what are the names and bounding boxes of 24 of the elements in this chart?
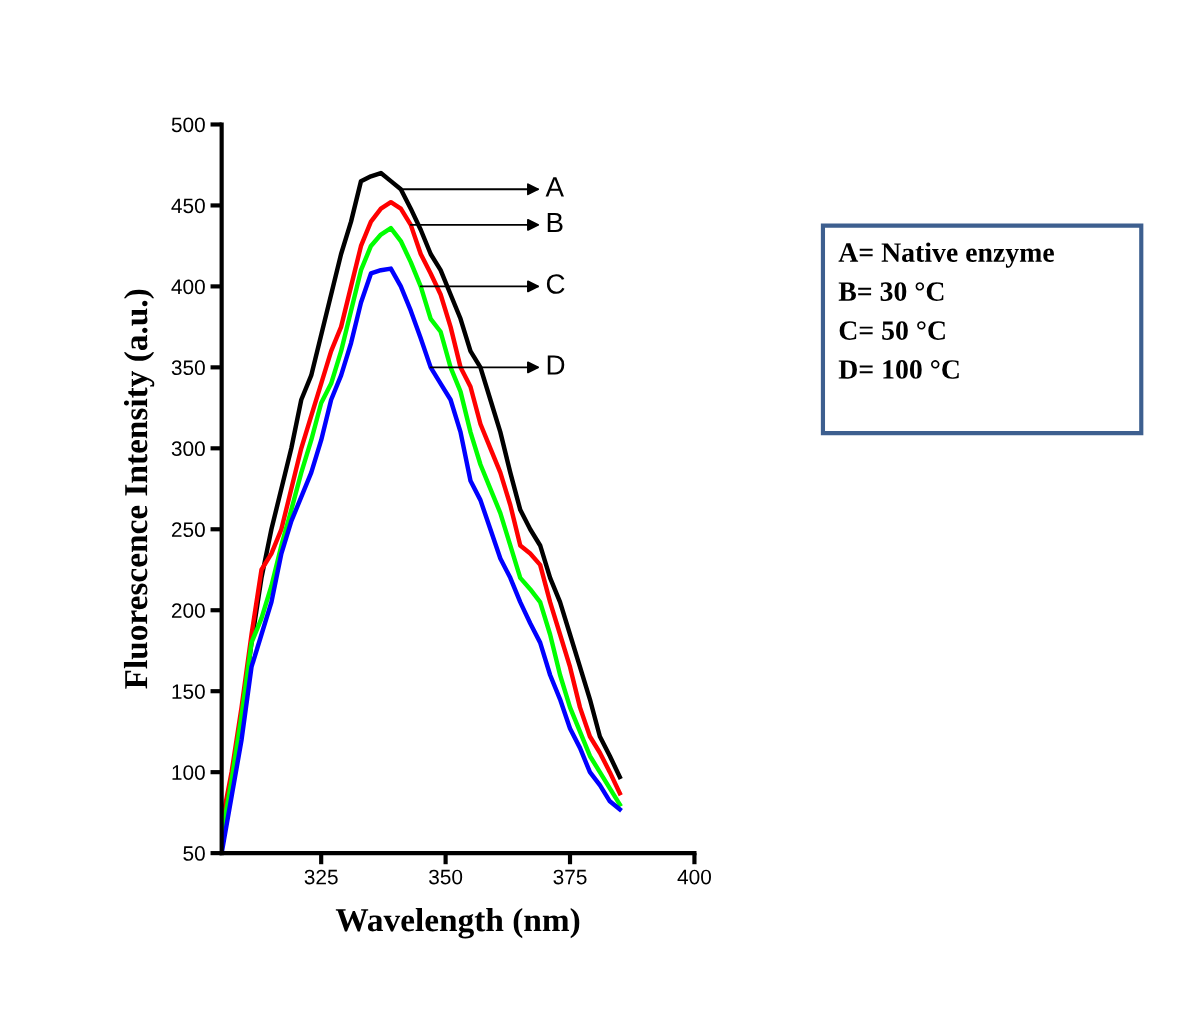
y-tick-label: 500 — [171, 117, 205, 133]
text: D= 100 °C — [838, 360, 959, 379]
y-axis-title: Fluorescence Intensity (a.u.) — [123, 289, 155, 689]
x-tick-label: 350 — [429, 869, 463, 885]
y-tick-label: 250 — [171, 522, 205, 538]
y-tick-label: 200 — [171, 603, 205, 618]
x-tick-label: 325 — [304, 869, 338, 885]
y-tick-label: 50 — [183, 846, 205, 861]
annotation: C — [546, 274, 565, 294]
text: C= 50 °C — [839, 321, 945, 340]
text: B= 30 °C — [838, 282, 944, 301]
annotation: A — [545, 177, 564, 197]
y-tick-label: 350 — [171, 360, 205, 376]
y-tick-label: 150 — [172, 684, 205, 699]
annotation: D — [547, 355, 565, 375]
x-axis-title: Wavelength (nm) — [335, 907, 580, 939]
x-tick-label: 375 — [553, 869, 587, 885]
annotation: B — [547, 212, 563, 233]
text: A= Native enzyme — [838, 242, 1054, 268]
y-tick-label: 400 — [171, 279, 205, 295]
x-tick-label: 400 — [677, 869, 711, 885]
y-tick-label: 300 — [171, 441, 205, 457]
y-tick-label: 100 — [172, 765, 205, 780]
y-tick-label: 450 — [171, 198, 205, 214]
